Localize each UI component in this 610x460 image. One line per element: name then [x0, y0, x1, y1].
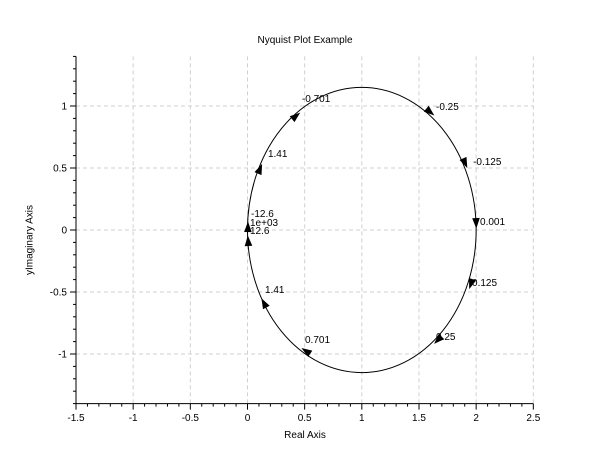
x-tick-label: 2.5 — [526, 413, 540, 424]
frequency-label: -12.6 — [251, 209, 274, 220]
x-tick-label: 1.5 — [412, 413, 426, 424]
frequency-label: 1.41 — [268, 149, 288, 160]
y-tick-label: -0.5 — [50, 288, 68, 299]
direction-arrow-icon — [244, 221, 252, 233]
frequency-label: -0.701 — [302, 94, 331, 105]
direction-arrow-icon — [459, 156, 468, 169]
direction-arrow-icon — [289, 112, 301, 123]
direction-arrow-icon — [469, 278, 477, 290]
frequency-label: 0.25 — [436, 332, 456, 343]
y-tick-label: 0.5 — [53, 164, 67, 175]
frequency-label: -0.125 — [473, 157, 502, 168]
x-tick-label: 0.5 — [298, 413, 312, 424]
frequency-label: -0.25 — [436, 102, 459, 113]
direction-arrow-icon — [423, 105, 435, 116]
direction-arrow-icon — [254, 163, 263, 176]
frequency-label: 0.001 — [480, 217, 505, 228]
x-axis-label: Real Axis — [284, 430, 326, 441]
frequency-label: 0.125 — [472, 278, 497, 289]
x-tick-label: 0 — [245, 413, 251, 424]
y-tick-label: 1 — [61, 102, 67, 113]
frequency-label: 0.701 — [305, 335, 330, 346]
plot-title: Nyquist Plot Example — [257, 35, 353, 46]
frequency-label: 1.41 — [265, 285, 285, 296]
x-tick-label: 1 — [359, 413, 365, 424]
direction-arrow-icon — [434, 333, 445, 344]
direction-arrow-icon — [261, 298, 270, 310]
direction-arrow-icon — [244, 235, 253, 247]
y-tick-label: -1 — [58, 350, 67, 361]
x-tick-label: -1 — [129, 413, 138, 424]
direction-arrow-icon — [301, 348, 313, 357]
frequency-label: 12.6 — [250, 226, 270, 237]
direction-arrow-icon — [472, 217, 480, 229]
x-tick-label: -1.5 — [67, 413, 85, 424]
x-tick-label: -0.5 — [182, 413, 200, 424]
frequency-label: 1e+03 — [250, 218, 279, 229]
y-tick-label: 0 — [61, 226, 67, 237]
x-tick-label: 2 — [473, 413, 479, 424]
